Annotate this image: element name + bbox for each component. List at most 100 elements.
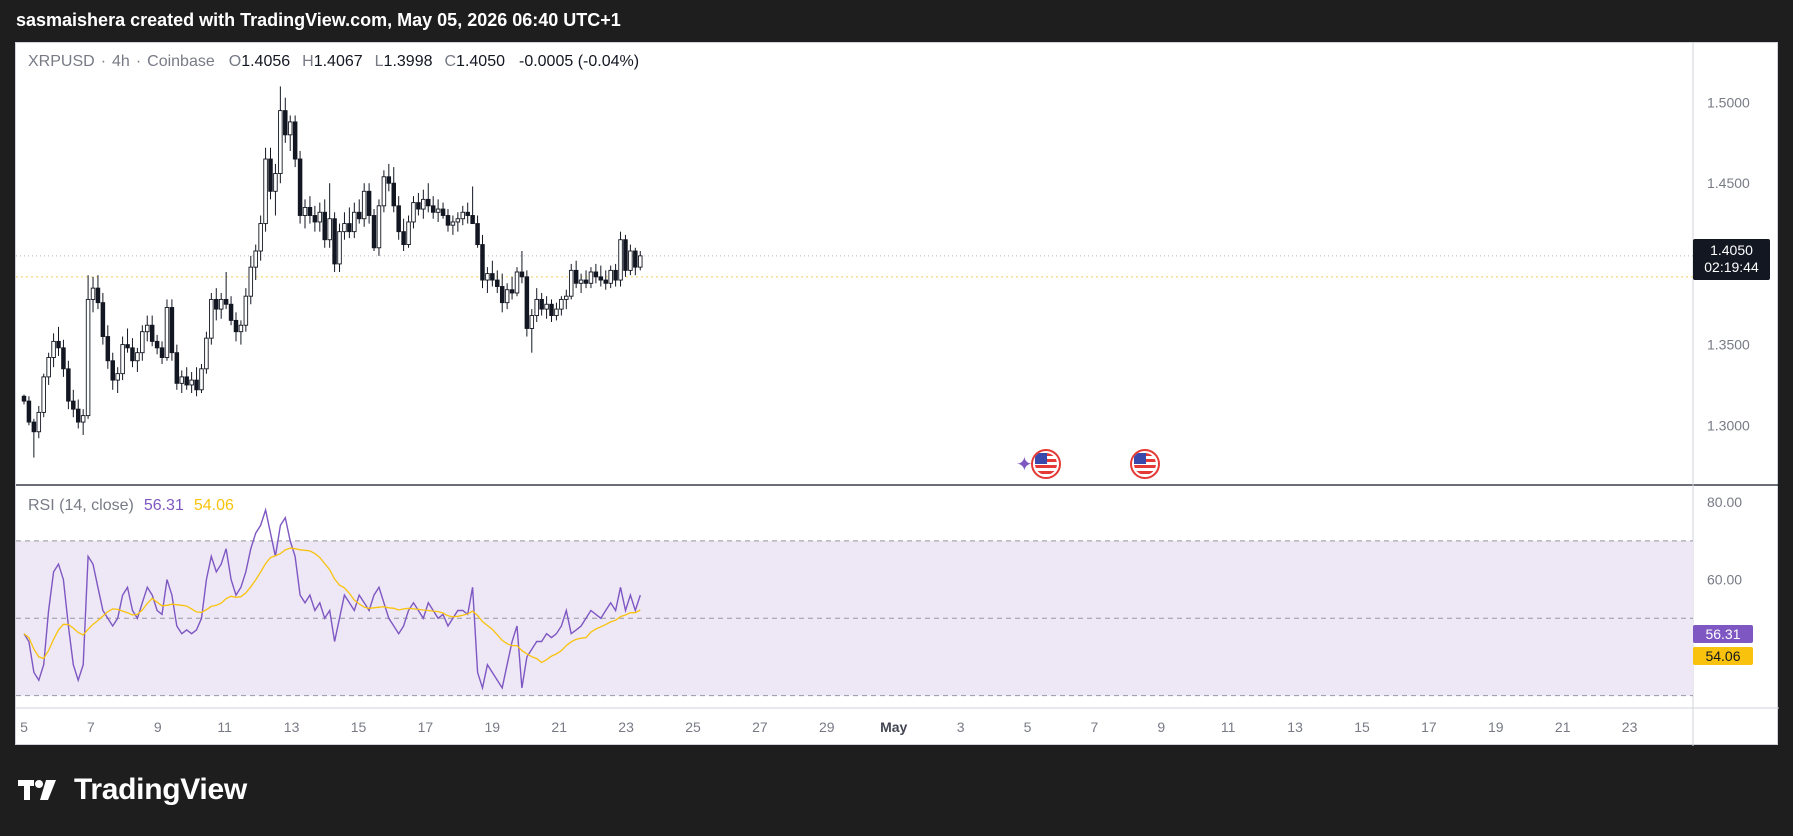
candle-body[interactable] <box>633 250 638 268</box>
candle-body[interactable] <box>105 336 111 362</box>
candle-body[interactable] <box>253 250 258 268</box>
candle-body[interactable] <box>287 121 293 136</box>
candle-body[interactable] <box>386 176 392 184</box>
candle-body[interactable] <box>440 208 446 216</box>
candle-body[interactable] <box>465 211 470 216</box>
candle-body[interactable] <box>426 198 431 207</box>
candle-body[interactable] <box>115 373 120 381</box>
candle-body[interactable] <box>218 298 224 310</box>
candle-body[interactable] <box>100 302 106 337</box>
candle-body[interactable] <box>396 205 401 233</box>
candle-body[interactable] <box>352 211 357 233</box>
candle-body[interactable] <box>623 239 628 271</box>
legend-interval[interactable]: 4h <box>112 53 130 70</box>
candle-body[interactable] <box>66 368 71 402</box>
candle-body[interactable] <box>430 205 436 213</box>
us-flag-icon[interactable] <box>1130 449 1160 479</box>
candle-body[interactable] <box>485 273 490 281</box>
candle-body[interactable] <box>603 279 608 284</box>
candle-body[interactable] <box>297 158 303 216</box>
candle-body[interactable] <box>273 173 278 192</box>
candle-body[interactable] <box>248 266 254 297</box>
candle-body[interactable] <box>593 271 599 278</box>
candle-body[interactable] <box>573 269 579 284</box>
candle-body[interactable] <box>460 211 466 220</box>
candle-body[interactable] <box>164 307 170 358</box>
candle-body[interactable] <box>312 215 318 223</box>
candle-body[interactable] <box>347 223 352 233</box>
candle-body[interactable] <box>534 298 539 317</box>
candle-body[interactable] <box>159 347 165 358</box>
candle-body[interactable] <box>199 368 204 391</box>
candle-body[interactable] <box>238 324 244 333</box>
candle-body[interactable] <box>480 244 485 281</box>
candle-body[interactable] <box>149 324 155 342</box>
candle-body[interactable] <box>80 415 86 423</box>
sparkle-icon[interactable]: ✦ <box>1016 454 1033 476</box>
candle-body[interactable] <box>31 421 37 433</box>
candle-body[interactable] <box>51 340 56 358</box>
candle-body[interactable] <box>598 276 604 281</box>
chart-panel[interactable]: 1.30001.35001.40001.45001.500040.0060.00… <box>15 42 1779 746</box>
candle-body[interactable] <box>435 208 441 213</box>
candle-body[interactable] <box>544 303 549 310</box>
candle-body[interactable] <box>361 190 367 220</box>
candle-body[interactable] <box>539 298 544 310</box>
candle-body[interactable] <box>568 269 574 297</box>
candle-body[interactable] <box>337 231 342 265</box>
candle-body[interactable] <box>470 215 475 225</box>
candle-body[interactable] <box>71 400 76 410</box>
candle-body[interactable] <box>135 352 140 362</box>
candle-body[interactable] <box>283 110 288 136</box>
candle-body[interactable] <box>209 298 214 339</box>
candle-body[interactable] <box>445 215 451 226</box>
legend-symbol[interactable]: XRPUSD <box>28 53 95 70</box>
candle-body[interactable] <box>95 287 101 304</box>
candle-body[interactable] <box>130 347 135 362</box>
candle-body[interactable] <box>169 307 175 354</box>
candle-body[interactable] <box>381 176 387 207</box>
candle-body[interactable] <box>21 395 27 402</box>
candle-body[interactable] <box>554 308 559 317</box>
candle-body[interactable] <box>154 340 160 349</box>
candle-body[interactable] <box>144 324 150 333</box>
candle-body[interactable] <box>194 379 199 391</box>
candle-body[interactable] <box>278 110 283 175</box>
candle-body[interactable] <box>618 239 623 281</box>
candle-body[interactable] <box>475 223 480 246</box>
candle-body[interactable] <box>613 269 618 281</box>
candle-body[interactable] <box>90 287 96 300</box>
candle-body[interactable] <box>292 121 298 160</box>
candle-body[interactable] <box>46 357 51 378</box>
candle-body[interactable] <box>455 218 461 223</box>
candle-body[interactable] <box>401 231 406 246</box>
candle-body[interactable] <box>499 286 505 304</box>
candle-body[interactable] <box>332 218 337 265</box>
candle-body[interactable] <box>243 295 249 326</box>
candle-body[interactable] <box>366 190 372 216</box>
candle-body[interactable] <box>41 376 46 413</box>
candle-body[interactable] <box>376 205 382 249</box>
candle-body[interactable] <box>322 211 327 241</box>
chart-canvas[interactable]: 1.30001.35001.40001.45001.500040.0060.00… <box>16 43 1779 746</box>
candle-body[interactable] <box>214 298 219 310</box>
candle-body[interactable] <box>519 271 525 278</box>
candle-body[interactable] <box>529 315 535 329</box>
candle-body[interactable] <box>421 198 426 210</box>
candle-body[interactable] <box>371 215 377 249</box>
candle-body[interactable] <box>549 303 554 317</box>
candle-body[interactable] <box>588 271 594 284</box>
candle-body[interactable] <box>26 400 32 423</box>
candle-body[interactable] <box>110 360 115 381</box>
candle-body[interactable] <box>504 289 510 304</box>
candle-body[interactable] <box>391 182 397 207</box>
candle-body[interactable] <box>356 211 362 220</box>
candle-body[interactable] <box>184 376 189 386</box>
candle-body[interactable] <box>85 298 91 417</box>
candle-body[interactable] <box>416 202 421 210</box>
candle-body[interactable] <box>514 271 520 294</box>
candle-body[interactable] <box>302 206 308 216</box>
candle-body[interactable] <box>509 289 515 294</box>
candle-body[interactable] <box>578 279 584 284</box>
candle-body[interactable] <box>490 273 495 281</box>
